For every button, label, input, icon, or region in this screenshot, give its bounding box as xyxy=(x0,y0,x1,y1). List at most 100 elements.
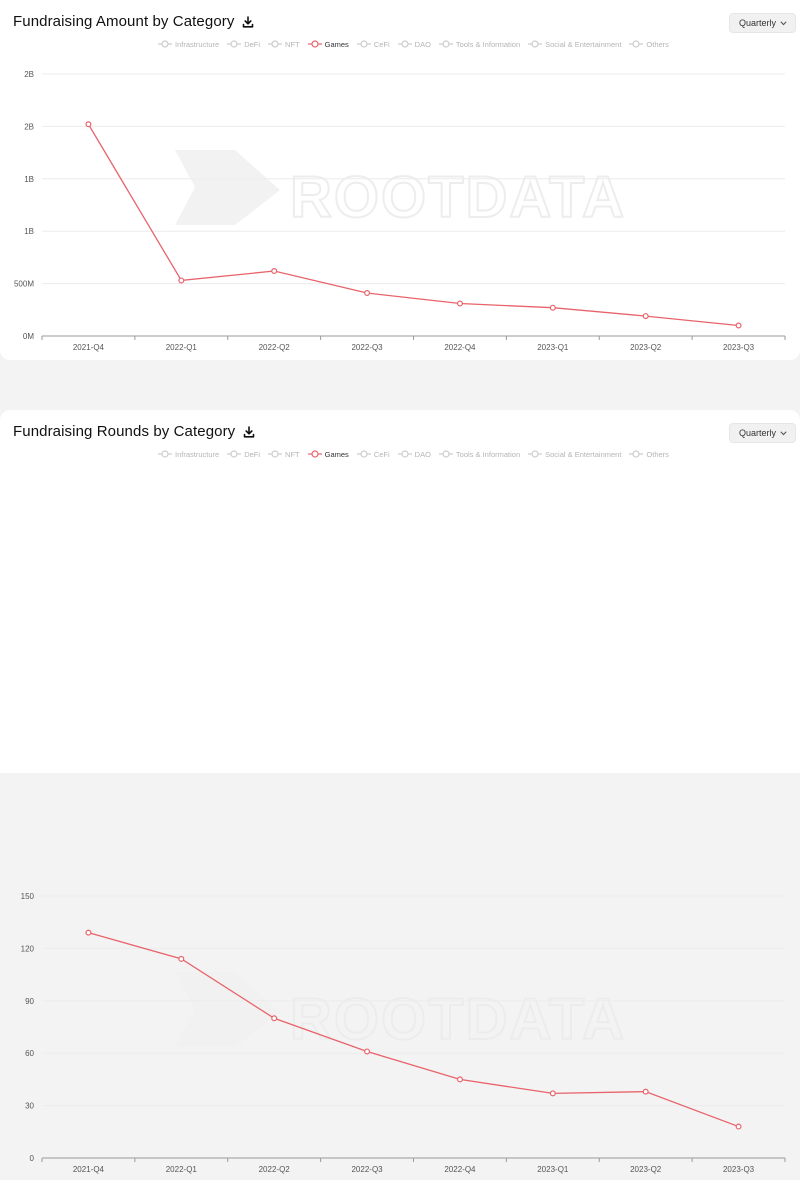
x-tick-label: 2023-Q2 xyxy=(630,1165,662,1174)
legend-item-dao[interactable]: DAO xyxy=(397,40,431,49)
legend-marker-icon xyxy=(629,450,644,458)
legend-marker-icon xyxy=(397,450,412,458)
legend-marker-icon xyxy=(227,40,242,48)
rounds-chart-title: Fundraising Rounds by Category xyxy=(13,423,236,440)
y-tick-label: 2B xyxy=(24,122,34,131)
legend-item-defi[interactable]: DeFi xyxy=(227,40,260,49)
data-point[interactable] xyxy=(364,1048,371,1055)
legend-label: Games xyxy=(324,39,349,49)
chevron-down-icon xyxy=(780,430,787,435)
data-point[interactable] xyxy=(642,1088,649,1095)
legend-item-tools-and-information[interactable]: Tools & Information xyxy=(438,39,521,49)
amount-chart-title: Fundraising Amount by Category xyxy=(13,13,235,30)
legend-marker-icon xyxy=(268,40,283,48)
download-icon[interactable] xyxy=(243,425,255,438)
x-tick-label: 2023-Q1 xyxy=(537,1165,569,1174)
data-point[interactable] xyxy=(456,300,463,307)
legend-item-defi[interactable]: DeFi xyxy=(227,450,260,459)
legend-label: DeFi xyxy=(244,39,261,49)
legend-label: CeFi xyxy=(373,39,390,49)
data-point[interactable] xyxy=(735,322,742,329)
legend-label: DAO xyxy=(414,449,431,459)
legend-marker-icon xyxy=(268,450,283,458)
data-point[interactable] xyxy=(456,1076,463,1083)
y-tick-label: 150 xyxy=(21,892,35,901)
watermark-mark xyxy=(175,150,280,225)
data-point[interactable] xyxy=(735,1123,742,1130)
y-tick-label: 1B xyxy=(24,175,34,184)
legend-item-social-and-entertainment[interactable]: Social & Entertainment xyxy=(528,450,621,459)
legend-marker-icon xyxy=(356,450,371,458)
download-icon[interactable] xyxy=(242,15,254,28)
data-point[interactable] xyxy=(85,121,92,128)
rounds-line-chart: ROOTDATA 0 30 60 90 120 150 2021-Q4 2022-Q1 2022-… xyxy=(21,892,786,1174)
y-tick-label: 90 xyxy=(25,997,34,1006)
period-select[interactable]: Quarterly xyxy=(728,13,796,33)
legend-label: Tools & Information xyxy=(455,39,521,49)
legend-item-cefi[interactable]: CeFi xyxy=(356,39,390,49)
legend-item-nft[interactable]: NFT xyxy=(268,450,300,459)
data-point[interactable] xyxy=(178,955,185,962)
x-tick-label: 2021-Q4 xyxy=(73,1165,105,1174)
x-tick-label: 2022-Q3 xyxy=(351,343,383,352)
legend-marker-icon xyxy=(307,450,322,458)
x-tick-label: 2022-Q2 xyxy=(259,343,291,352)
data-point[interactable] xyxy=(364,290,371,297)
x-tick-label: 2023-Q2 xyxy=(630,343,662,352)
legend-marker-icon xyxy=(158,450,172,458)
legend-marker-icon xyxy=(528,450,543,458)
legend-item-cefi[interactable]: CeFi xyxy=(356,449,390,459)
data-point[interactable] xyxy=(271,1015,278,1022)
y-tick-label: 0 xyxy=(30,1154,35,1163)
watermark-logo: ROOTDATA xyxy=(175,972,625,1053)
legend-item-social-and-entertainment[interactable]: Social & Entertainment xyxy=(528,40,621,49)
legend-item-others[interactable]: Others xyxy=(629,450,669,459)
data-point[interactable] xyxy=(178,277,185,284)
x-tick-label: 2022-Q1 xyxy=(166,1165,198,1174)
legend-item-others[interactable]: Others xyxy=(629,40,669,49)
legend-marker-icon xyxy=(528,40,543,48)
chart-legend: Infrastructure DeFi NFT Games CeFi DAO Tools &… xyxy=(158,38,669,50)
x-tick-label: 2022-Q4 xyxy=(444,1165,476,1174)
legend-label: CeFi xyxy=(373,449,390,459)
y-tick-label: 60 xyxy=(25,1049,34,1058)
y-tick-label: 500M xyxy=(14,280,34,289)
data-point[interactable] xyxy=(549,304,556,311)
y-tick-label: 2B xyxy=(24,70,34,79)
legend-marker-icon xyxy=(227,450,242,458)
period-select[interactable]: Quarterly xyxy=(728,423,796,443)
x-tick-label: 2022-Q2 xyxy=(259,1165,291,1174)
legend-label: Social & Entertainment xyxy=(545,449,622,459)
x-tick-label: 2021-Q4 xyxy=(73,343,105,352)
data-point[interactable] xyxy=(549,1090,556,1097)
legend-marker-icon xyxy=(438,40,453,48)
data-point[interactable] xyxy=(85,929,92,936)
period-select-value: Quarterly xyxy=(738,18,776,28)
y-tick-label: 30 xyxy=(25,1102,34,1111)
legend-marker-icon xyxy=(307,40,322,48)
legend-item-games[interactable]: Games xyxy=(307,450,349,459)
y-tick-label: 1B xyxy=(24,227,34,236)
amount-line-chart: ROOTDATA 0M 500M 1B 1B 2B 2B 2021-Q4 2022-Q1 2022… xyxy=(14,70,786,352)
legend-label: DeFi xyxy=(244,449,261,459)
legend-marker-icon xyxy=(438,450,453,458)
x-tick-label: 2023-Q3 xyxy=(723,343,755,352)
fundraising-rounds-card: Fundraising Rounds by Category Quarterly… xyxy=(0,410,800,1174)
legend-label: NFT xyxy=(285,39,300,49)
data-point[interactable] xyxy=(642,313,649,320)
legend-item-infrastructure[interactable]: Infrastructure xyxy=(158,40,219,49)
legend-label: Tools & Information xyxy=(455,449,521,459)
x-tick-label: 2022-Q1 xyxy=(166,343,198,352)
legend-item-nft[interactable]: NFT xyxy=(268,40,300,49)
legend-label: Infrastructure xyxy=(175,39,220,49)
y-tick-label: 120 xyxy=(21,944,35,953)
data-point[interactable] xyxy=(271,268,278,275)
legend-item-dao[interactable]: DAO xyxy=(397,449,431,459)
legend-item-games[interactable]: Games xyxy=(307,39,349,49)
legend-item-tools-and-information[interactable]: Tools & Information xyxy=(438,449,521,459)
legend-marker-icon xyxy=(158,40,172,48)
legend-item-infrastructure[interactable]: Infrastructure xyxy=(158,450,219,459)
legend-label: NFT xyxy=(285,449,300,459)
chart-legend: Infrastructure DeFi NFT Games CeFi DAO Tools &… xyxy=(158,448,669,460)
rounds-chart-title-row: Fundraising Rounds by Category xyxy=(13,423,255,440)
